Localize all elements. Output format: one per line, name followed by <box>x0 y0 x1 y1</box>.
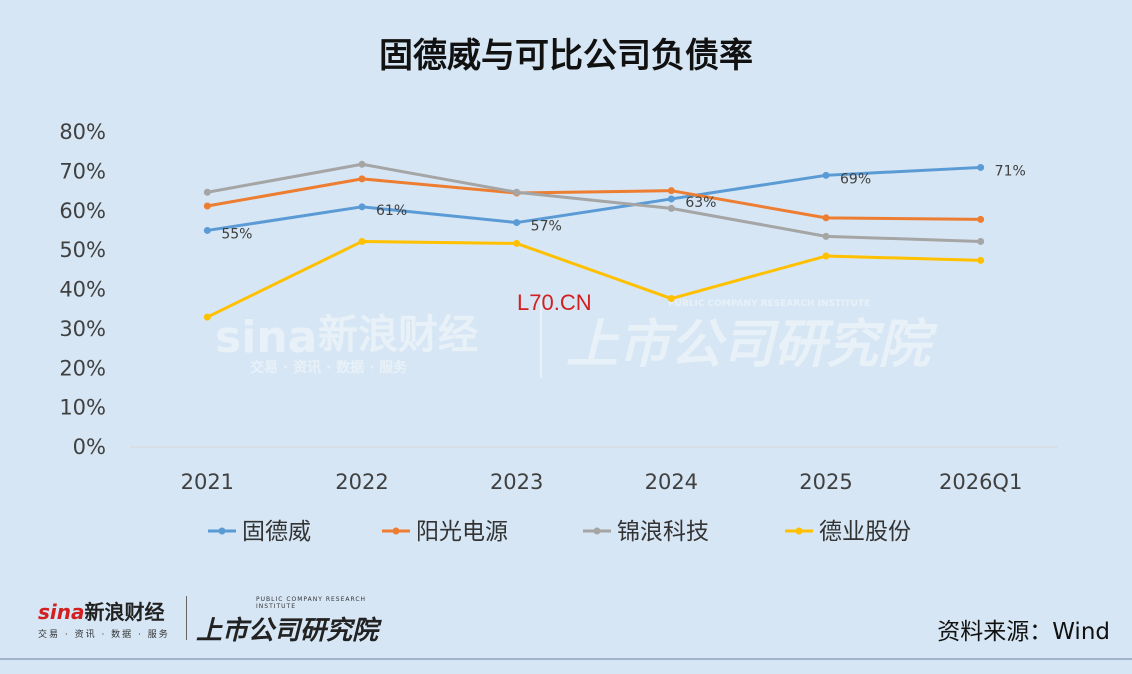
legend-label: 德业股份 <box>819 519 911 545</box>
data-point <box>667 204 675 212</box>
data-point <box>513 219 521 227</box>
y-tick-label: 20% <box>59 356 106 380</box>
series-line-4 <box>206 239 981 319</box>
watermark-sina-sub: 交易 · 资讯 · 数据 · 服务 <box>250 359 408 376</box>
x-tick-label: 2026Q1 <box>939 470 1022 494</box>
data-point <box>667 187 675 195</box>
data-label: 71% <box>995 163 1026 179</box>
data-point <box>203 313 211 321</box>
footer-sina-brand: 新浪财经 <box>84 600 165 624</box>
data-label: 69% <box>840 171 871 187</box>
data-label: 61% <box>376 203 407 219</box>
data-point <box>358 203 366 211</box>
data-point <box>358 237 366 245</box>
data-point <box>358 175 366 183</box>
legend-swatch-marker <box>795 527 803 535</box>
footer-sina-wordmark: sina <box>38 600 85 624</box>
chart-title: 固德威与可比公司负债率 <box>379 36 753 76</box>
y-tick-label: 70% <box>59 159 106 183</box>
y-tick-label: 30% <box>59 317 106 341</box>
data-point <box>822 232 830 240</box>
y-tick-label: 60% <box>59 199 106 223</box>
footer-institute-en: PUBLIC COMPANY RESEARCH INSTITUTE <box>256 596 367 610</box>
data-point <box>203 188 211 196</box>
data-label: 63% <box>685 195 716 211</box>
data-point <box>513 239 521 247</box>
data-point <box>203 202 211 210</box>
bottom-divider <box>0 658 1132 660</box>
y-tick-label: 10% <box>59 396 106 420</box>
data-point <box>358 160 366 168</box>
y-tick-label: 80% <box>59 120 106 144</box>
x-tick-label: 2021 <box>181 470 234 494</box>
y-tick-label: 0% <box>73 435 106 459</box>
data-point <box>977 163 985 171</box>
data-point <box>513 188 521 196</box>
x-tick-label: 2024 <box>645 470 698 494</box>
watermark-url-text: L70.CN <box>517 290 592 315</box>
data-point <box>977 237 985 245</box>
legend-label: 锦浪科技 <box>617 519 709 545</box>
watermark: sina 新浪财经 交易 · 资讯 · 数据 · 服务 PUBLIC COMPA… <box>215 299 938 378</box>
footer-institute-name: 上市公司研究院 <box>196 616 379 646</box>
data-label: 57% <box>531 219 562 235</box>
x-tick-label: 2023 <box>490 470 543 494</box>
data-point <box>977 215 985 223</box>
data-point <box>822 171 830 179</box>
footer-sina-sub: 交易 · 资讯 · 数据 · 服务 <box>38 630 170 640</box>
y-tick-label: 50% <box>59 238 106 262</box>
series-line-1 <box>207 165 981 232</box>
legend-label: 固德威 <box>242 519 311 545</box>
source-note: 资料来源：Wind <box>937 619 1110 645</box>
x-tick-label: 2022 <box>335 470 388 494</box>
series-line-2 <box>207 177 981 221</box>
data-point <box>667 295 675 303</box>
data-point <box>203 226 211 234</box>
watermark-institute: 上市公司研究院 <box>566 315 938 375</box>
data-point <box>667 195 675 203</box>
legend-swatch-marker <box>392 527 400 535</box>
x-tick-label: 2025 <box>799 470 852 494</box>
data-label: 55% <box>221 226 252 242</box>
watermark-institute-en: PUBLIC COMPANY RESEARCH INSTITUTE <box>668 299 870 309</box>
data-point <box>822 214 830 222</box>
watermark-sina-brand: 新浪财经 <box>318 312 478 358</box>
series-line-3 <box>207 162 981 243</box>
legend-label: 阳光电源 <box>416 519 508 545</box>
data-point <box>977 256 985 264</box>
legend-swatch-marker <box>593 527 601 535</box>
footer-divider <box>186 596 187 640</box>
footer-institute-logo: PUBLIC COMPANY RESEARCH INSTITUTE 上市公司研究… <box>196 596 396 646</box>
y-tick-label: 40% <box>59 278 106 302</box>
watermark-sina-logo: sina <box>215 312 317 363</box>
data-point <box>822 252 830 260</box>
footer-sina-logo: sina新浪财经 交易 · 资讯 · 数据 · 服务 <box>38 596 178 642</box>
legend-swatch-marker <box>218 527 226 535</box>
